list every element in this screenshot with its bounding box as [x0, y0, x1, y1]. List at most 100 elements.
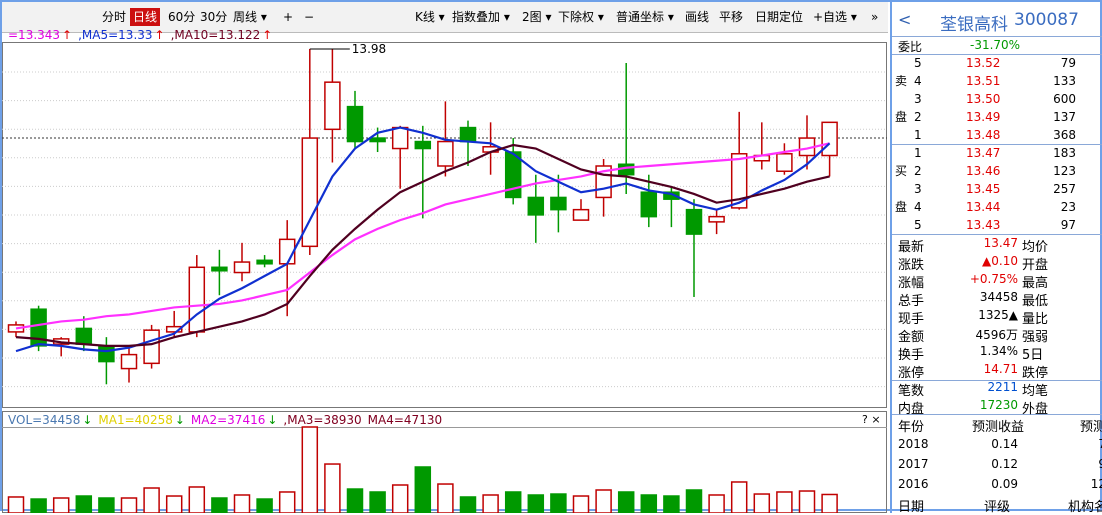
table-cell: 9: [1098, 457, 1102, 471]
toolbar-button[interactable]: 分时: [102, 10, 127, 24]
toolbar-button[interactable]: 下除权 ▾: [558, 10, 604, 24]
stat-value: +0.75%: [969, 272, 1018, 286]
candle-body: [7, 324, 25, 333]
level: 2: [914, 164, 922, 178]
stat-value: 14.71: [983, 362, 1018, 376]
price: 13.50: [966, 92, 1001, 106]
candle-body: [211, 266, 228, 272]
table-header: 日期: [898, 500, 925, 515]
candle-body: [301, 137, 319, 248]
stat-label: 均笔: [1022, 384, 1049, 399]
table-header: 机构名: [1068, 500, 1102, 515]
volume-bar: [437, 483, 454, 513]
candle-body: [324, 81, 341, 131]
volume-bar: [798, 490, 816, 513]
separator: [892, 414, 1102, 415]
toolbar-button[interactable]: −: [304, 10, 315, 24]
legend-arrow: ↓: [82, 413, 93, 427]
legend-text: ,MA3=38930: [283, 413, 362, 427]
volume: 133: [1053, 74, 1076, 88]
candle-body: [165, 325, 183, 333]
candle-body: [256, 259, 273, 265]
stat-label: 量比: [1022, 312, 1049, 327]
level: 5: [914, 56, 922, 70]
legend-text: MA2=37416: [190, 413, 266, 427]
candle-body: [504, 151, 522, 199]
stat-label: 最高: [1022, 276, 1049, 291]
candle-body: [75, 327, 93, 345]
side-label: 买: [895, 164, 908, 178]
volume-bar: [753, 493, 771, 513]
toolbar-button[interactable]: +自选 ▾: [813, 10, 857, 24]
toolbar-button[interactable]: 日期定位: [755, 10, 804, 24]
ma-line: [15, 142, 830, 330]
toolbar-button[interactable]: 周线 ▾: [233, 10, 267, 24]
volume-bar: [369, 491, 386, 513]
stat-label: 5日: [1022, 348, 1044, 363]
volume-bar: [324, 463, 341, 513]
toolbar-button[interactable]: 平移: [719, 10, 744, 24]
toolbar-button[interactable]: 日线: [130, 8, 161, 26]
ma-line: [15, 143, 830, 347]
toolbar-button[interactable]: K线 ▾: [415, 10, 445, 24]
level: 3: [914, 92, 922, 106]
volume-bar: [278, 491, 296, 513]
table-cell: 2016: [898, 477, 929, 491]
volume-bar: [663, 495, 680, 513]
stat-label: 涨停: [898, 366, 925, 381]
toolbar-button[interactable]: 30分: [200, 10, 228, 24]
volume-icons[interactable]: ? ×: [862, 413, 881, 426]
volume-bar: [482, 494, 499, 513]
toolbar-button[interactable]: »: [871, 10, 879, 24]
stat-value: ▲0.10: [982, 254, 1018, 268]
table-header: 预测: [1080, 420, 1102, 435]
volume-bar: [7, 496, 25, 513]
stat-label: 外盘: [1022, 402, 1049, 417]
legend-arrow: ↓: [267, 413, 278, 427]
toolbar-button[interactable]: 2图 ▾: [522, 10, 552, 24]
volume-bar: [165, 495, 183, 513]
price-panel: [2, 42, 887, 408]
legend-text: =13.343: [8, 28, 61, 42]
volume-bar: [572, 495, 590, 513]
candle-body: [414, 140, 432, 150]
legend-text: VOL=34458: [8, 413, 81, 427]
toolbar: 分时 日线 60分 30分 周线 ▾ + − K线 ▾ 指数叠加 ▾ 2图 ▾ 下除权 ▾ 普通坐标 …: [2, 2, 888, 33]
candle-body: [233, 261, 251, 274]
stat-value: 1.34%: [979, 344, 1018, 358]
legend-arrow: ↑: [62, 28, 73, 42]
toolbar-button[interactable]: 普通坐标 ▾: [616, 10, 674, 24]
toolbar-button[interactable]: +: [283, 10, 294, 24]
candle-body: [527, 196, 545, 216]
volume-bar: [640, 494, 658, 513]
quote-panel: < 荃银高科 300087 委比 -31.70% 卖盘买盘 5 13.52 79 4 13.51 13…: [890, 2, 1102, 515]
price: 13.48: [966, 128, 1001, 142]
ma-legend: =13.343 ↑ ,MA5=13.33 ↑ ,MA10=13.122 ↑: [8, 28, 278, 42]
volume: 600: [1053, 92, 1076, 106]
separator: [892, 380, 1102, 381]
price: 13.47: [966, 146, 1001, 160]
stat-label: 笔数: [898, 384, 925, 399]
ma-line: [15, 126, 831, 353]
stat-label: 开盘: [1022, 258, 1049, 273]
candle-body: [663, 191, 680, 200]
volume: 183: [1053, 146, 1076, 160]
stat-label: 总手: [898, 294, 925, 309]
high-annotation: 13.98: [352, 42, 386, 56]
toolbar-button[interactable]: 60分: [168, 10, 196, 24]
price: 13.45: [966, 182, 1001, 196]
candle-body: [550, 196, 567, 211]
volume-bar: [301, 426, 319, 513]
level: 5: [914, 218, 922, 232]
legend-arrow: ↑: [262, 28, 273, 42]
back-button[interactable]: <: [898, 10, 912, 29]
table-cell: 0.14: [991, 437, 1018, 451]
stat-label: 涨跌: [898, 258, 925, 273]
candle-body: [98, 345, 115, 363]
stat-label: 均价: [1022, 240, 1049, 255]
table-cell: 0.09: [991, 477, 1018, 491]
toolbar-button[interactable]: 画线: [685, 10, 710, 24]
toolbar-button[interactable]: 指数叠加 ▾: [452, 10, 510, 24]
price: 13.51: [966, 74, 1001, 88]
